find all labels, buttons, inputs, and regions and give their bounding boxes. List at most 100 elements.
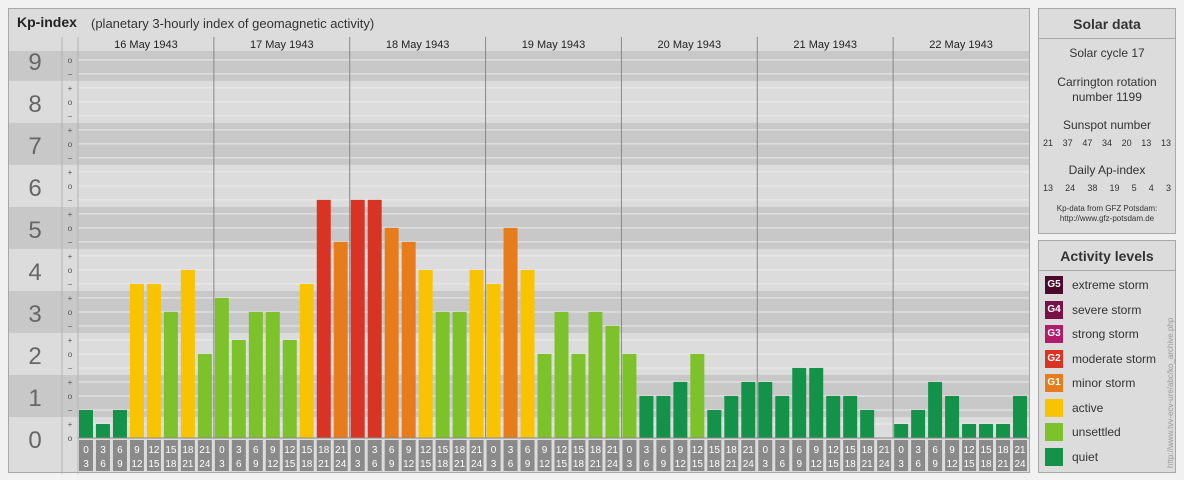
- ap-value: 13: [1043, 183, 1054, 193]
- interval-end-label: 24: [335, 459, 347, 470]
- interval-label-bg: [231, 440, 246, 471]
- interval-start-label: 12: [148, 445, 160, 456]
- kp-bar: [95, 424, 110, 438]
- y-minor-mark: o: [68, 56, 73, 65]
- interval-label-bg: [180, 440, 195, 471]
- interval-end-label: 18: [573, 459, 585, 470]
- interval-start-label: 15: [709, 445, 721, 456]
- interval-start-label: 9: [406, 445, 412, 456]
- interval-end-label: 18: [980, 459, 992, 470]
- interval-label-bg: [282, 440, 297, 471]
- interval-end-label: 15: [284, 459, 296, 470]
- y-tick-label: 5: [28, 217, 41, 244]
- interval-label-bg: [418, 440, 433, 471]
- interval-end-label: 24: [1014, 459, 1026, 470]
- kp-bar: [503, 227, 518, 438]
- day-label: 22 May 1943: [929, 39, 993, 51]
- interval-start-label: 12: [692, 445, 704, 456]
- interval-start-label: 21: [879, 445, 891, 456]
- legend-item: G3 strong storm: [1045, 325, 1171, 345]
- ap-value: 38: [1087, 183, 1098, 193]
- kp-bar: [316, 199, 331, 438]
- interval-end-label: 3: [762, 459, 768, 470]
- kp-bar: [775, 395, 790, 438]
- legend-swatch: [1045, 423, 1063, 441]
- interval-start-label: 3: [779, 445, 785, 456]
- interval-end-label: 3: [491, 459, 497, 470]
- interval-start-label: 3: [644, 445, 650, 456]
- kp-bar: [469, 269, 484, 438]
- interval-end-label: 12: [811, 459, 823, 470]
- kp-bar: [724, 395, 739, 438]
- kp-bar: [435, 311, 450, 438]
- kp-bar: [962, 424, 977, 438]
- interval-start-label: 6: [389, 445, 395, 456]
- kp-bar: [809, 367, 824, 438]
- kp-bar: [333, 241, 348, 438]
- y-minor-mark: +: [68, 210, 73, 219]
- legend-item: G2 moderate storm: [1045, 349, 1171, 370]
- y-minor-mark: −: [68, 112, 73, 121]
- interval-start-label: 12: [964, 445, 976, 456]
- interval-label-bg: [1013, 440, 1027, 471]
- chart-subtitle: (planetary 3-hourly index of geomagnetic…: [91, 16, 375, 31]
- legend-swatch: G3: [1045, 325, 1063, 343]
- interval-start-label: 15: [437, 445, 449, 456]
- kp-bar: [758, 381, 773, 438]
- activity-levels-title: Activity levels: [1039, 241, 1175, 271]
- interval-label-bg: [214, 440, 229, 471]
- kp-bar: [146, 283, 161, 438]
- interval-end-label: 9: [117, 459, 123, 470]
- day-label: 19 May 1943: [522, 39, 586, 51]
- interval-start-label: 3: [236, 445, 242, 456]
- day-label: 21 May 1943: [793, 39, 857, 51]
- kp-bar: [180, 269, 195, 438]
- interval-end-label: 12: [403, 459, 415, 470]
- interval-start-label: 18: [182, 445, 194, 456]
- ap-value: 19: [1109, 183, 1120, 193]
- day-label: 17 May 1943: [250, 39, 314, 51]
- kp-bar: [928, 381, 943, 438]
- interval-start-label: 18: [997, 445, 1009, 456]
- y-minor-mark: o: [68, 140, 73, 149]
- interval-end-label: 18: [437, 459, 449, 470]
- kp-bar: [605, 325, 620, 438]
- kp-bar: [622, 353, 637, 438]
- interval-label-bg: [146, 440, 161, 471]
- interval-label-bg: [673, 440, 688, 471]
- kp-bar: [79, 409, 93, 438]
- interval-start-label: 18: [318, 445, 330, 456]
- interval-end-label: 9: [661, 459, 667, 470]
- legend-swatch: G4: [1045, 300, 1063, 319]
- y-minor-mark: −: [68, 70, 73, 79]
- ap-value: 4: [1148, 183, 1154, 193]
- interval-start-label: 3: [100, 445, 106, 456]
- legend-swatch: [1045, 398, 1063, 417]
- interval-label-bg: [639, 440, 654, 471]
- interval-start-label: 21: [1014, 445, 1026, 456]
- kp-bar: [112, 409, 127, 438]
- interval-label-bg: [860, 440, 875, 471]
- kp-bar: [520, 269, 535, 438]
- interval-start-label: 0: [219, 445, 225, 456]
- kp-bar: [554, 311, 569, 438]
- interval-end-label: 9: [525, 459, 531, 470]
- interval-label-bg: [112, 440, 127, 471]
- kp-bar: [452, 311, 467, 438]
- interval-end-label: 12: [947, 459, 959, 470]
- sunspot-values: 21 37 47 34 20 13 13: [1043, 138, 1171, 148]
- y-minor-mark: −: [68, 280, 73, 289]
- kp-bar: [401, 241, 416, 438]
- y-tick-label: 0: [28, 427, 41, 454]
- interval-start-label: 9: [542, 445, 548, 456]
- kp-bar: [571, 353, 586, 438]
- credit-line: Kp-data from GFZ Potsdam:: [1056, 204, 1158, 213]
- solar-cycle: Solar cycle 17: [1069, 46, 1145, 60]
- interval-start-label: 15: [845, 445, 857, 456]
- y-minor-mark: +: [68, 336, 73, 345]
- kp-bar: [537, 353, 552, 438]
- ap-index-values: 13 24 38 19 5 4 3: [1043, 183, 1171, 193]
- y-minor-mark: −: [68, 406, 73, 415]
- interval-start-label: 0: [627, 445, 633, 456]
- interval-start-label: 21: [335, 445, 347, 456]
